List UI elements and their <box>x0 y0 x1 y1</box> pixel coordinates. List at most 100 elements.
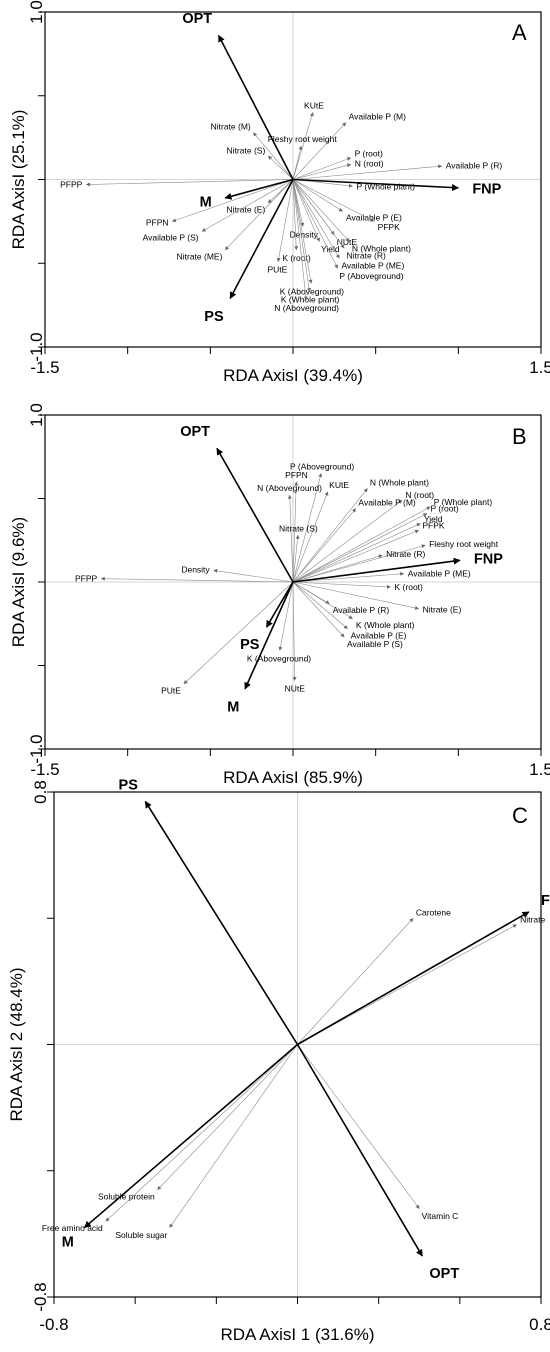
response-vector-k-root <box>292 179 299 251</box>
response-label-n-whole-plant: N (Whole plant) <box>352 243 411 253</box>
response-vector-k-whole-plant <box>292 581 353 619</box>
response-vector-available-p-s <box>201 179 294 232</box>
response-label-p-root: P (root) <box>355 148 383 158</box>
response-label-available-p-m: Available P (M) <box>349 112 406 122</box>
response-vector-nitrate-s <box>292 534 300 583</box>
response-vector-nitrate-s <box>267 155 294 180</box>
response-vector-n-root <box>292 499 403 583</box>
response-vector-n-whole-plant <box>292 179 350 242</box>
env-vector-fnp <box>292 178 460 192</box>
x-axis-title: RDA AxisI (39.4%) <box>223 366 363 385</box>
response-label-soluble-protein: Soluble protein <box>98 1192 155 1202</box>
env-label-fnp: FNP <box>474 551 503 567</box>
env-label-opt: OPT <box>429 1266 459 1282</box>
env-vector-m <box>244 581 294 690</box>
x-tick-label-min: -0.8 <box>39 1315 68 1334</box>
response-vector-k-root <box>292 581 391 589</box>
response-label-available-p-me: Available P (ME) <box>341 261 404 271</box>
response-vector-density <box>213 568 294 583</box>
response-label-yield: Yield <box>424 514 443 524</box>
env-vector-opt <box>217 34 294 180</box>
response-label-available-p-e: Available P (E) <box>346 212 402 222</box>
y-axis-title: RDA AxisI (25.1%) <box>9 110 28 250</box>
x-tick-label-min: -1.5 <box>30 760 59 779</box>
env-vector-opt <box>296 1044 423 1257</box>
env-label-m: M <box>200 195 212 211</box>
x-tick-label-min: -1.5 <box>30 358 59 377</box>
response-label-fleshy-root-weight: Fleshy root weight <box>429 539 499 549</box>
response-label-fleshy-root-weight: Fleshy root weight <box>268 134 338 144</box>
response-label-pute: PUtE <box>267 265 287 275</box>
response-vector-nitrate-r <box>292 554 383 583</box>
response-vector-soluble-sugar <box>169 1044 298 1228</box>
env-vector-ps <box>229 179 294 300</box>
response-vector-pfpn <box>171 179 294 223</box>
env-vector-ps <box>144 800 299 1045</box>
response-label-k-whole-plant: K (Whole plant) <box>356 620 415 630</box>
y-axis-title: RDA AxisI 2 (48.4%) <box>7 967 26 1121</box>
response-label-nitrate-e: Nitrate (E) <box>227 205 266 215</box>
response-vector-kute <box>292 491 329 583</box>
response-label-nitrate-me: Nitrate (ME) <box>177 252 223 262</box>
response-vector-available-p-m <box>292 122 347 180</box>
response-vector-yield <box>292 523 421 583</box>
response-vector-nitrate-e <box>292 581 420 610</box>
y-tick-label-min: -1.0 <box>27 332 46 361</box>
response-vector-available-p-m <box>292 508 357 583</box>
x-tick-label-max: 0.8 <box>529 1315 550 1334</box>
response-label-nitrate-s: Nitrate (S) <box>279 523 318 533</box>
response-label-kute: KUtE <box>304 101 324 111</box>
panel-letter: C <box>512 803 528 828</box>
response-label-nitrate-r: Nitrate (R) <box>386 549 425 559</box>
env-label-opt: OPT <box>180 424 210 440</box>
response-vector-soluble-protein <box>157 1044 298 1190</box>
response-label-free-amino-acid: Free amino acid <box>42 1223 103 1233</box>
response-vector-n-root <box>292 163 352 180</box>
y-tick-label-max: 0.8 <box>31 780 50 804</box>
env-vector-ps <box>265 581 294 628</box>
response-vector-kute <box>292 112 314 180</box>
env-vector-fnp <box>297 911 530 1046</box>
y-tick-label-max: 1.0 <box>27 0 46 24</box>
y-tick-label-min: -0.8 <box>31 1282 50 1311</box>
response-vector-p-aboveground <box>292 179 338 269</box>
rda-panel-c: -0.8 0.8 0.8 -0.8 RDA AxisI 1 (31.6%) RDA Axi… <box>7 778 550 1344</box>
response-vector-pfpk <box>292 179 375 222</box>
response-vector-available-p-e <box>292 179 343 212</box>
env-vector-opt <box>216 447 294 583</box>
response-vector-available-p-me <box>292 179 340 259</box>
response-vector-n-whole-plant <box>292 488 368 583</box>
response-label-k-aboveground: K (Aboveground) <box>280 286 344 296</box>
response-label-k-whole-plant: K (Whole plant) <box>281 295 340 305</box>
response-vector-yield <box>292 179 320 242</box>
response-vector-fleshy-root-weight <box>292 145 303 180</box>
response-vector-nitrate-r <box>292 179 345 249</box>
response-label-nitrate-r: Nitrate (R) <box>347 250 386 260</box>
response-vector-pute <box>183 581 294 685</box>
response-vector-available-p-s <box>292 581 345 638</box>
response-label-n-whole-plant: N (Whole plant) <box>370 477 429 487</box>
x-axis-title: RDA AxisI (85.9%) <box>223 768 363 787</box>
response-label-k-root: K (root) <box>282 253 311 263</box>
response-vector-nitrate-me <box>224 179 294 251</box>
response-label-nitrate: Nitrate <box>520 915 545 925</box>
response-label-n-root: N (root) <box>355 158 384 168</box>
response-label-nitrate-s: Nitrate (S) <box>227 145 266 155</box>
response-vector-available-p-r <box>292 164 443 180</box>
env-label-ps: PS <box>204 309 224 325</box>
env-label-fnp: FNP <box>541 893 550 909</box>
response-label-carotene: Carotene <box>416 907 451 917</box>
response-label-p-aboveground: P (Aboveground) <box>290 462 354 472</box>
response-label-k-aboveground: K (Aboveground) <box>247 653 311 663</box>
response-label-density: Density <box>290 229 319 239</box>
env-label-ps: PS <box>119 778 139 794</box>
x-tick-label-max: 1.5 <box>529 358 550 377</box>
env-label-opt: OPT <box>182 11 212 27</box>
response-label-pfpn: PFPN <box>146 218 169 228</box>
response-label-available-p-s: Available P (S) <box>347 639 403 649</box>
response-label-n-root: N (root) <box>405 490 434 500</box>
response-vector-available-p-e <box>292 581 348 630</box>
env-vector-fnp <box>292 557 461 583</box>
response-vector-p-whole-plant <box>292 506 431 583</box>
response-vector-vitamin-c <box>297 1044 420 1209</box>
